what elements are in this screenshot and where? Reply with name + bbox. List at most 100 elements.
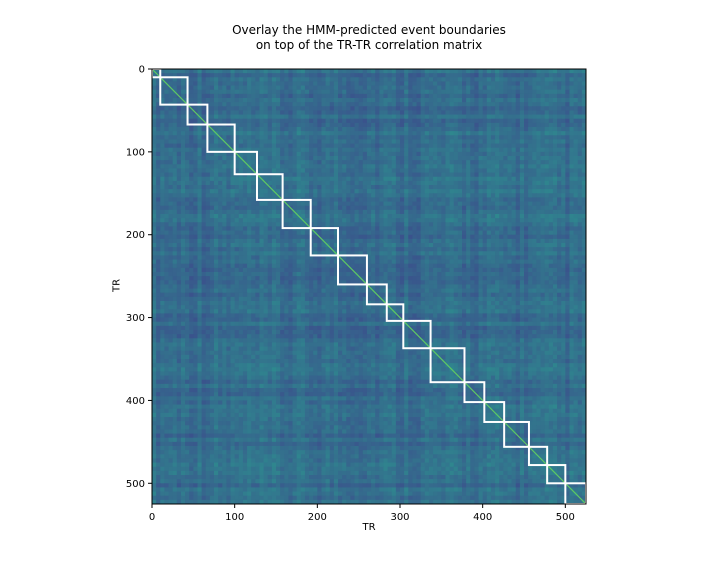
- heatmap-cell: [354, 160, 360, 165]
- heatmap-cell: [366, 143, 372, 149]
- heatmap-cell: [255, 81, 261, 87]
- heatmap-cell: [168, 197, 174, 203]
- heatmap-cell: [433, 259, 438, 265]
- heatmap-cell: [404, 230, 409, 236]
- heatmap-cell: [482, 110, 488, 116]
- heatmap-cell: [358, 205, 364, 211]
- heatmap-cell: [400, 98, 405, 103]
- heatmap-cell: [238, 69, 244, 74]
- heatmap-cell: [366, 255, 372, 261]
- heatmap-cell: [416, 85, 422, 91]
- heatmap-cell: [557, 69, 562, 74]
- heatmap-cell: [214, 147, 219, 153]
- heatmap-cell: [350, 147, 356, 153]
- heatmap-cell: [156, 209, 161, 215]
- heatmap-cell: [400, 110, 405, 116]
- heatmap-cell: [457, 201, 463, 207]
- heatmap-cell: [226, 230, 232, 236]
- heatmap-cell: [193, 172, 199, 178]
- heatmap-cell: [300, 110, 306, 116]
- heatmap-cell: [437, 247, 442, 252]
- heatmap-cell: [474, 259, 480, 265]
- heatmap-cell: [383, 85, 389, 91]
- heatmap-cell: [536, 168, 542, 174]
- heatmap-cell: [218, 118, 223, 124]
- heatmap-cell: [300, 106, 306, 112]
- heatmap-cell: [209, 214, 215, 219]
- heatmap-cell: [160, 263, 165, 269]
- heatmap-cell: [507, 243, 513, 248]
- heatmap-cell: [201, 135, 207, 141]
- heatmap-cell: [490, 110, 496, 116]
- heatmap-cell: [255, 73, 261, 78]
- heatmap-cell: [379, 263, 385, 269]
- heatmap-cell: [383, 89, 389, 95]
- heatmap-cell: [387, 135, 393, 141]
- heatmap-cell: [532, 135, 537, 141]
- heatmap-cell: [548, 247, 554, 252]
- heatmap-cell: [321, 118, 327, 124]
- heatmap-cell: [292, 185, 298, 190]
- heatmap-cell: [255, 69, 261, 74]
- heatmap-cell: [156, 230, 161, 236]
- heatmap-cell: [499, 247, 504, 252]
- heatmap-cell: [416, 168, 422, 174]
- heatmap-cell: [304, 81, 310, 87]
- heatmap-cell: [209, 114, 215, 120]
- heatmap-cell: [276, 93, 281, 99]
- heatmap-cell: [408, 172, 413, 178]
- heatmap-cell: [371, 89, 376, 95]
- heatmap-cell: [263, 189, 269, 194]
- heatmap-cell: [338, 85, 343, 91]
- heatmap-cell: [267, 98, 273, 103]
- heatmap-cell: [375, 189, 380, 194]
- heatmap-cell: [433, 180, 438, 186]
- heatmap-cell: [201, 77, 207, 83]
- heatmap-cell: [441, 135, 447, 141]
- heatmap-cell: [201, 168, 207, 174]
- heatmap-cell: [400, 77, 405, 83]
- heatmap-cell: [176, 127, 182, 132]
- heatmap-cell: [441, 102, 447, 107]
- heatmap-cell: [400, 135, 405, 141]
- heatmap-cell: [470, 205, 475, 211]
- heatmap-cell: [478, 176, 484, 182]
- heatmap-cell: [511, 110, 517, 116]
- heatmap-cell: [259, 93, 265, 99]
- heatmap-cell: [263, 102, 269, 107]
- heatmap-cell: [329, 147, 335, 153]
- heatmap-cell: [172, 259, 178, 265]
- heatmap-cell: [259, 193, 265, 199]
- heatmap-cell: [548, 89, 554, 95]
- heatmap-cell: [168, 218, 174, 223]
- heatmap-cell: [180, 114, 186, 120]
- heatmap-cell: [160, 110, 165, 116]
- heatmap-cell: [470, 226, 475, 232]
- heatmap-cell: [404, 259, 409, 265]
- heatmap-cell: [176, 205, 182, 211]
- heatmap-cell: [441, 118, 447, 124]
- heatmap-cell: [528, 139, 533, 145]
- heatmap-cell: [234, 164, 240, 170]
- heatmap-cell: [230, 77, 236, 83]
- heatmap-cell: [573, 135, 579, 141]
- heatmap-cell: [565, 238, 571, 244]
- heatmap-cell: [557, 209, 562, 215]
- heatmap-cell: [329, 102, 335, 107]
- heatmap-cell: [292, 114, 298, 120]
- heatmap-cell: [160, 131, 165, 136]
- heatmap-cell: [453, 81, 459, 87]
- heatmap-cell: [383, 131, 389, 136]
- heatmap-cell: [321, 102, 327, 107]
- heatmap-cell: [222, 185, 227, 190]
- heatmap-cell: [387, 81, 393, 87]
- heatmap-cell: [474, 156, 480, 161]
- heatmap-cell: [247, 77, 252, 83]
- heatmap-cell: [375, 106, 380, 112]
- heatmap-cell: [404, 185, 409, 190]
- heatmap-cell: [507, 81, 513, 87]
- heatmap-cell: [379, 168, 385, 174]
- heatmap-cell: [519, 131, 525, 136]
- heatmap-cell: [276, 259, 281, 265]
- heatmap-cell: [296, 205, 302, 211]
